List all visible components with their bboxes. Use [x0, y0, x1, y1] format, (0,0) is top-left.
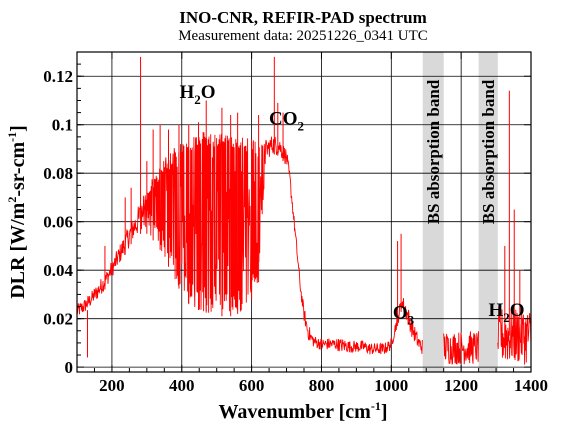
- y-axis-label: DLR [W/m2-sr-cm-1]: [5, 125, 29, 299]
- spectrum-line: [76, 56, 532, 365]
- y-tick-label-4: 0.06: [43, 213, 73, 232]
- molecule-label-1: H2O: [179, 82, 215, 107]
- y-tick-label-6: 0.1: [52, 116, 73, 135]
- y-tick-label-2: 0.02: [43, 310, 73, 329]
- annotations: H2O CO2 O3 H2O: [179, 82, 524, 328]
- absorption-bands: BS absorption band BS absorption band: [422, 52, 498, 372]
- x-tick-label-6: 1200: [444, 376, 478, 395]
- x-tick-labels: 200 400 600 800 1000 1200 1400: [99, 376, 548, 395]
- molecule-label-4: H2O: [489, 300, 525, 325]
- band-label-2: BS absorption band: [479, 79, 498, 224]
- spectrum-segment-2: [443, 331, 479, 365]
- x-tick-label-3: 600: [239, 376, 265, 395]
- molecule-label-2: CO2: [269, 109, 304, 134]
- absorption-band-2: [478, 52, 498, 372]
- y-tick-label-1: 0: [65, 358, 74, 377]
- y-tick-label-7: 0.12: [43, 67, 73, 86]
- molecule-label-3: O3: [393, 303, 415, 328]
- spectrum-segment-1: [76, 132, 423, 355]
- y-tick-labels: 0 0.02 0.04 0.06 0.08 0.1 0.12: [43, 67, 73, 377]
- chart-subtitle: Measurement data: 20251226_0341 UTC: [178, 28, 428, 44]
- x-tick-label-1: 200: [99, 376, 125, 395]
- x-tick-label-2: 400: [169, 376, 195, 395]
- absorption-band-1: [422, 52, 444, 372]
- axis-ticks: [76, 52, 532, 372]
- y-tick-label-5: 0.08: [43, 164, 73, 183]
- x-tick-label-7: 1400: [514, 376, 548, 395]
- y-tick-label-3: 0.04: [43, 261, 73, 280]
- x-tick-label-5: 1000: [374, 376, 408, 395]
- band-label-1: BS absorption band: [424, 79, 443, 224]
- x-axis-label: Wavenumber [cm-1]: [218, 399, 387, 423]
- x-tick-label-4: 800: [309, 376, 335, 395]
- chart-title: INO-CNR, REFIR-PAD spectrum: [179, 8, 427, 27]
- spectrum-segment-3: [497, 306, 532, 365]
